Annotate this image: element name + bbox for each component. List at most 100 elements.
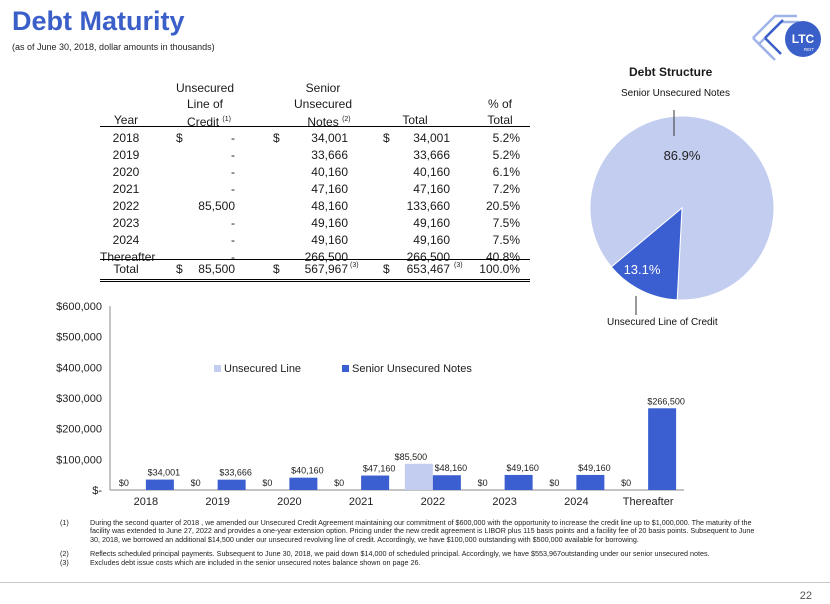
cell-notes: 48,160 — [311, 199, 348, 213]
header-notes-label: Notes — [307, 115, 339, 129]
cell-notes: 34,001 — [311, 131, 348, 145]
header-loc-line3: Credit (1) — [170, 112, 248, 130]
footnote-text: During the second quarter of 2018 , we a… — [90, 518, 755, 544]
y-tick-label: $500,000 — [56, 332, 102, 344]
cell-loc: - — [231, 131, 235, 145]
bar-data-label: $85,500 — [395, 452, 428, 462]
cell-total: 49,160 — [413, 216, 450, 230]
table-total-row: Total $ 85,500 $ 567,967 (3) $ 653,467 (… — [100, 259, 530, 282]
cell-total: 133,660 — [406, 199, 450, 213]
cell-total: 266,500 — [406, 250, 450, 264]
header-notes-line2: Unsecured — [293, 97, 353, 111]
cell-year: Total — [113, 262, 139, 276]
cell-pct: 7.5% — [492, 233, 520, 247]
pie-title: Debt Structure — [629, 65, 713, 79]
header-notes-note: (2) — [342, 116, 351, 123]
table-row: 2021 - 47,160 47,160 7.2% — [100, 181, 530, 198]
header-total: Total — [402, 113, 428, 127]
table-row: 2020 - 40,160 40,160 6.1% — [100, 164, 530, 181]
x-tick-label: Thereafter — [623, 496, 674, 508]
bar-data-label: $0 — [549, 478, 559, 488]
logo-text: LTC — [792, 32, 815, 46]
y-tick-label: $600,000 — [56, 301, 102, 313]
cell-total-note: (3) — [454, 262, 463, 269]
table-row: 2019 - 33,666 33,666 5.2% — [100, 147, 530, 164]
cell-pct: 6.1% — [492, 165, 520, 179]
cell-pct: 40.8% — [485, 250, 520, 264]
footer-divider — [0, 582, 830, 583]
bar-data-label: $49,160 — [578, 463, 611, 473]
x-tick-label: 2022 — [421, 496, 445, 508]
cell-year: 2018 — [112, 131, 140, 145]
legend-label: Senior Unsecured Notes — [352, 363, 472, 375]
bar-senior-notes — [504, 474, 533, 490]
cell-notes-dollar: $ — [273, 262, 280, 276]
cell-loc: - — [231, 165, 235, 179]
table-row: 2023 - 49,160 49,160 7.5% — [100, 215, 530, 232]
cell-notes: 47,160 — [311, 182, 348, 196]
header-notes-line3: Notes (2) — [294, 112, 364, 130]
table-row: 2024 - 49,160 49,160 7.5% — [100, 232, 530, 249]
debt-structure-pie: 86.9% 13.1% — [589, 110, 775, 315]
cell-pct: 7.2% — [492, 182, 520, 196]
footnote: (1) During the second quarter of 2018 , … — [60, 518, 760, 550]
pie-pct-unsecured-line: 13.1% — [624, 262, 661, 277]
footnote: (2) Reflects scheduled principal payment… — [60, 549, 760, 559]
x-tick-label: 2024 — [564, 496, 588, 508]
cell-pct: 5.2% — [492, 131, 520, 145]
cell-loc: - — [231, 233, 235, 247]
bar-senior-notes — [648, 408, 677, 490]
bar-data-label: $40,160 — [291, 466, 324, 476]
x-tick-label: 2018 — [134, 496, 158, 508]
x-tick-label: 2021 — [349, 496, 373, 508]
header-year: Year — [113, 113, 139, 127]
page-number: 22 — [799, 590, 812, 602]
table-row: 2018 $ - $ 34,001 $ 34,001 5.2% — [100, 130, 530, 147]
bar-senior-notes — [145, 479, 174, 490]
logo-subtext: REIT — [804, 47, 815, 52]
cell-notes: 40,160 — [311, 165, 348, 179]
header-loc-label: Credit — [187, 115, 220, 129]
ltc-logo: LTC REIT — [752, 14, 821, 61]
page-subtitle: (as of June 30, 2018, dollar amounts in … — [12, 42, 215, 52]
bar-data-label: $0 — [191, 478, 201, 488]
y-tick-label: $100,000 — [56, 454, 102, 466]
cell-loc-dollar: $ — [176, 131, 183, 145]
bar-data-label: $0 — [621, 478, 631, 488]
cell-loc: 85,500 — [198, 262, 235, 276]
y-tick-label: $400,000 — [56, 362, 102, 374]
cell-total-dollar: $ — [383, 262, 390, 276]
bar-data-label: $47,160 — [363, 464, 396, 474]
footnote-text: Excludes debt issue costs which are incl… — [90, 558, 421, 567]
bar-unsecured-line — [404, 463, 433, 490]
cell-total-dollar: $ — [383, 131, 390, 145]
cell-notes-dollar: $ — [273, 131, 280, 145]
bar-senior-notes — [576, 474, 605, 490]
header-notes-line1: Senior — [305, 81, 341, 95]
bar-senior-notes — [217, 479, 246, 490]
bar-data-label: $49,160 — [506, 463, 539, 473]
bar-data-label: $33,666 — [219, 468, 252, 478]
y-tick-label: $200,000 — [56, 424, 102, 436]
cell-total: 40,160 — [413, 165, 450, 179]
legend-swatch — [342, 365, 349, 372]
table-header: Year Unsecured Line of Credit (1) Senior… — [100, 80, 530, 130]
cell-total: 47,160 — [413, 182, 450, 196]
header-loc-line1: Unsecured — [175, 81, 235, 95]
footnote-text: Reflects scheduled principal payments. S… — [90, 549, 710, 558]
x-tick-label: 2019 — [205, 496, 229, 508]
cell-loc: - — [231, 216, 235, 230]
cell-year: 2022 — [112, 199, 140, 213]
table-row: Thereafter - 266,500 266,500 40.8% — [100, 249, 530, 266]
bar-data-label: $0 — [478, 478, 488, 488]
cell-year: 2019 — [112, 148, 140, 162]
cell-pct: 20.5% — [485, 199, 520, 213]
debt-maturity-bar-chart: $- $100,000 $200,000 $300,000 $400,000 $500,0… — [56, 301, 685, 508]
y-tick-label: $300,000 — [56, 393, 102, 405]
page-title: Debt Maturity — [12, 6, 185, 36]
cell-year: 2020 — [112, 165, 140, 179]
bar-senior-notes — [289, 477, 318, 490]
footnote-number: (3) — [60, 558, 69, 567]
x-tick-label: 2020 — [277, 496, 301, 508]
cell-notes-note: (3) — [350, 262, 359, 269]
